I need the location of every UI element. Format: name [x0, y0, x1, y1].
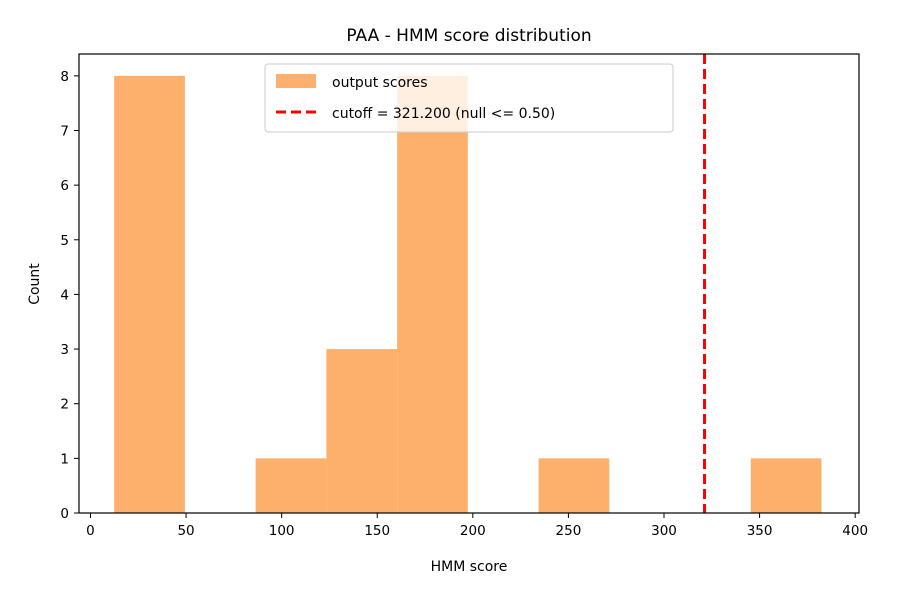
plot-area: [78, 53, 860, 514]
y-tick-label: 6: [60, 178, 69, 194]
y-axis-label: Count: [27, 263, 43, 305]
y-tick-label: 5: [60, 233, 69, 249]
x-axis-ticks: 0 50 100 150 200 250 300 350 400: [86, 513, 868, 539]
histogram-bar: [114, 75, 185, 513]
histogram-bar: [750, 458, 822, 513]
x-tick-label: 250: [556, 523, 582, 539]
histogram-bar: [255, 458, 327, 513]
x-tick-label: 350: [747, 523, 773, 539]
legend-box: [264, 63, 674, 133]
histogram-bar: [397, 75, 468, 513]
y-tick-label: 3: [60, 342, 69, 358]
y-tick-label: 7: [60, 124, 69, 140]
bars-group: [114, 75, 822, 513]
chart-title: PAA - HMM score distribution: [346, 26, 591, 46]
x-tick-label: 150: [364, 523, 390, 539]
x-axis-label: HMM score: [431, 559, 508, 575]
legend-swatch-output-scores: [276, 74, 316, 88]
x-tick-label: 50: [177, 523, 194, 539]
y-tick-label: 4: [60, 287, 69, 303]
x-tick-label: 0: [86, 523, 95, 539]
x-tick-label: 100: [269, 523, 295, 539]
x-tick-label: 400: [842, 523, 868, 539]
y-tick-label: 2: [60, 397, 69, 413]
legend-label-cutoff: cutoff = 321.200 (null <= 0.50): [332, 106, 555, 122]
legend-label-output-scores: output scores: [332, 75, 428, 91]
y-axis-ticks: 0 1 2 3 4 5 6 7 8: [60, 69, 79, 522]
x-tick-label: 300: [651, 523, 677, 539]
legend: output scores cutoff = 321.200 (null <= …: [264, 63, 674, 133]
y-tick-label: 8: [60, 69, 69, 85]
histogram-bar: [538, 458, 610, 513]
x-tick-label: 200: [460, 523, 486, 539]
axes-frame: [78, 53, 860, 514]
histogram-bar: [326, 349, 398, 513]
y-tick-label: 1: [60, 451, 69, 467]
y-tick-label: 0: [60, 506, 69, 522]
